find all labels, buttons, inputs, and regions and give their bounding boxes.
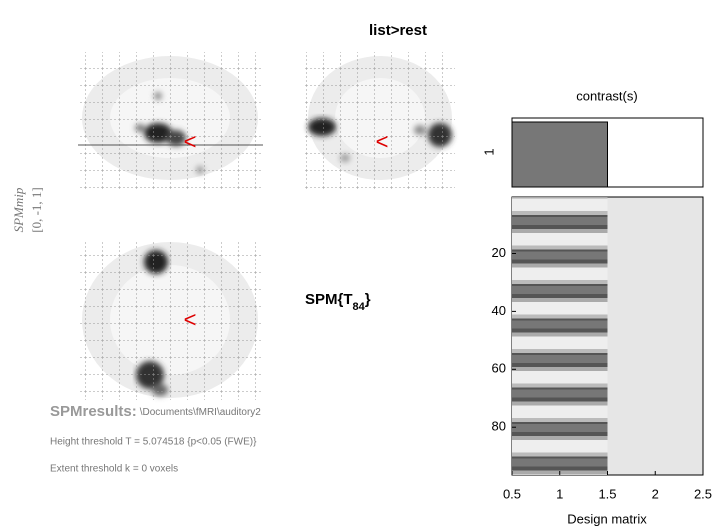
x-tick-label: 0.5	[503, 486, 521, 501]
x-tick-label: 2.5	[694, 486, 712, 501]
mip-coronal: <	[305, 52, 455, 190]
x-tick-label: 1.5	[598, 486, 616, 501]
design-column	[512, 197, 608, 475]
mip-label: SPMmip [0, -1, 1]	[11, 187, 44, 233]
statistic-label: SPM{T84}	[305, 291, 371, 313]
results-path: \Documents\fMRI\auditory2	[140, 407, 262, 418]
mip-axial: <	[78, 240, 263, 400]
x-tick-label: 1	[556, 486, 563, 501]
results-line: SPMresults:\Documents\fMRI\auditory2	[50, 403, 261, 420]
x-tick-label: 2	[652, 486, 659, 501]
stat-prefix: SPM{T	[305, 291, 353, 308]
mip-title: SPMmip	[11, 187, 26, 232]
contrast-title: list>rest	[369, 22, 427, 39]
y-tick-label: 80	[492, 419, 506, 434]
stat-df: 84	[353, 301, 366, 313]
x-axis-label: Design matrix	[567, 511, 647, 526]
results-heading: SPMresults:	[50, 403, 137, 420]
contrast-bar	[512, 122, 608, 187]
stat-suffix: }	[365, 291, 371, 308]
y-tick-label: 60	[492, 361, 506, 376]
height-threshold: Height threshold T = 5.074518 {p<0.05 (F…	[50, 437, 257, 448]
mip-coords: [0, -1, 1]	[29, 187, 44, 233]
svg-text:<: <	[184, 129, 197, 154]
contrast-row-label: 1	[481, 148, 496, 155]
mip-sagittal: <	[78, 52, 263, 190]
y-tick-label: 40	[492, 303, 506, 318]
contrast-panel-title: contrast(s)	[576, 88, 637, 103]
svg-text:<: <	[376, 129, 389, 154]
extent-threshold: Extent threshold k = 0 voxels	[50, 464, 178, 475]
spm-results-window: list>rest < <	[0, 0, 719, 530]
y-tick-label: 20	[492, 245, 506, 260]
svg-text:<: <	[184, 307, 197, 332]
